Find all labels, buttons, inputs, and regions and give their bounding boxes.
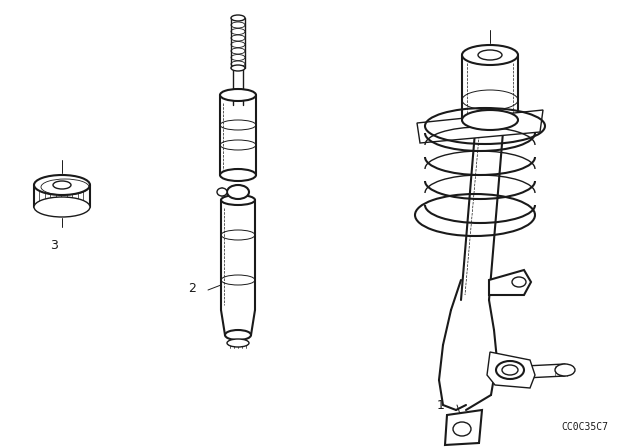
- Ellipse shape: [502, 365, 518, 375]
- Ellipse shape: [217, 188, 227, 196]
- Ellipse shape: [555, 364, 575, 376]
- Ellipse shape: [462, 110, 518, 130]
- Ellipse shape: [227, 185, 249, 199]
- Ellipse shape: [478, 50, 502, 60]
- Ellipse shape: [496, 361, 524, 379]
- Ellipse shape: [220, 169, 256, 181]
- Ellipse shape: [225, 330, 251, 340]
- Text: 1: 1: [437, 399, 445, 412]
- Polygon shape: [417, 110, 543, 143]
- Polygon shape: [487, 352, 535, 388]
- Ellipse shape: [227, 339, 249, 347]
- Polygon shape: [489, 270, 531, 295]
- Ellipse shape: [34, 197, 90, 217]
- Ellipse shape: [453, 422, 471, 436]
- Ellipse shape: [220, 89, 256, 101]
- Text: 3: 3: [50, 239, 58, 252]
- Polygon shape: [445, 410, 482, 445]
- Ellipse shape: [231, 65, 245, 71]
- Ellipse shape: [34, 175, 90, 195]
- Text: CC0C35C7: CC0C35C7: [561, 422, 608, 432]
- Ellipse shape: [221, 195, 255, 205]
- Ellipse shape: [462, 45, 518, 65]
- Ellipse shape: [512, 277, 526, 287]
- Text: 2: 2: [188, 281, 196, 294]
- Ellipse shape: [231, 15, 245, 21]
- Ellipse shape: [53, 181, 71, 189]
